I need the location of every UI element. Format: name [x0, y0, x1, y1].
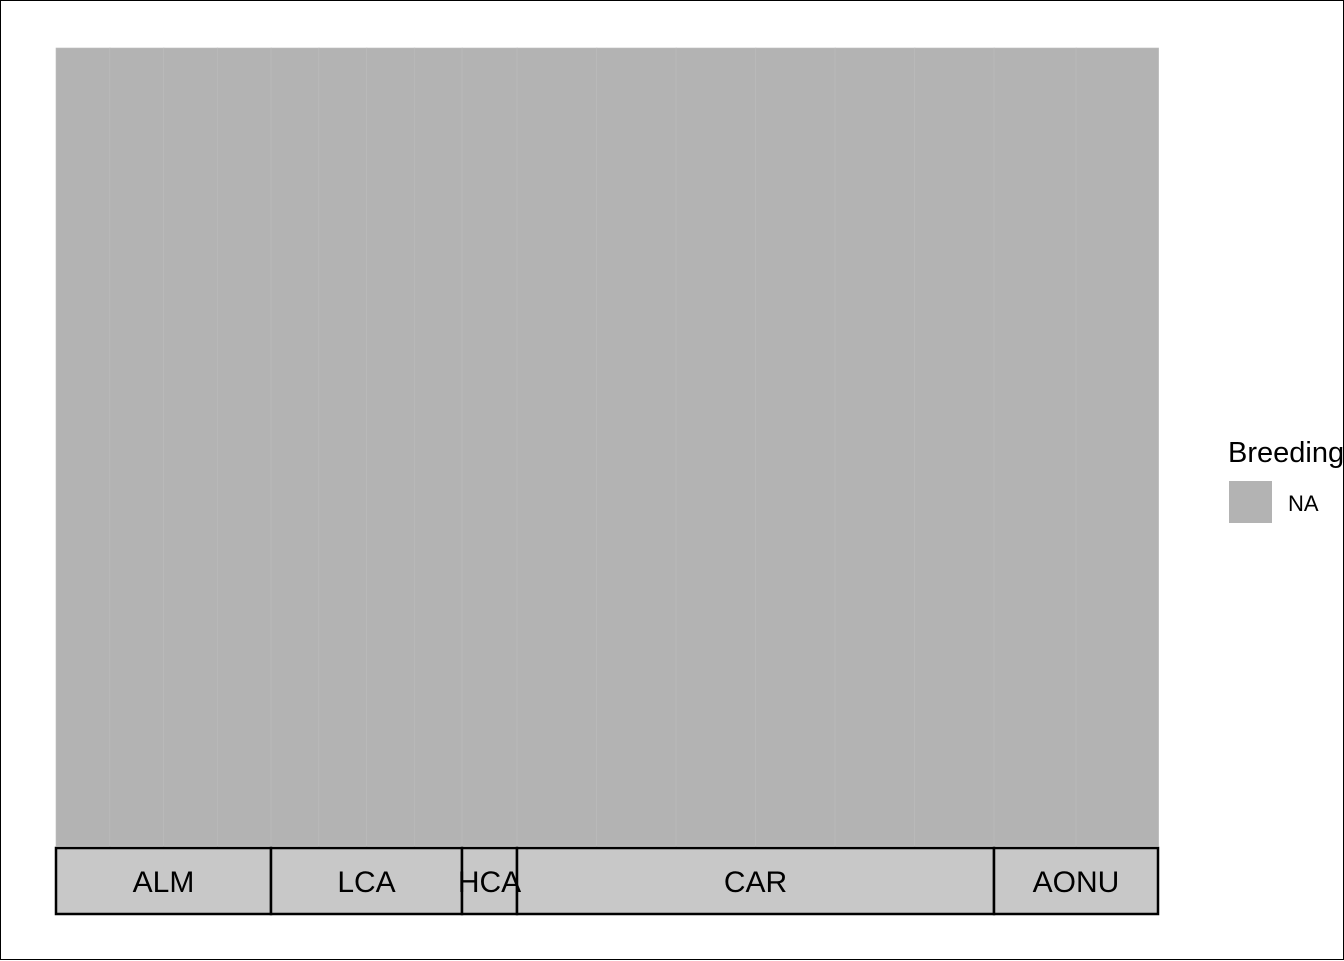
- bar-car-3: [675, 47, 757, 847]
- facet-strips: ALM LCA HCA CAR AONU: [54, 846, 1160, 916]
- bar-car-2: [596, 47, 677, 847]
- facet-strip-lca: [269, 846, 464, 916]
- facet-strip-aonu: [992, 846, 1160, 916]
- bar-lca-4: [413, 47, 463, 847]
- legend: Breeding NA: [1228, 437, 1344, 523]
- facet-label-car: CAR: [724, 866, 787, 899]
- bar-alm-4: [216, 47, 272, 847]
- bar-car-5: [834, 47, 916, 847]
- legend-title: Breeding: [1228, 437, 1344, 469]
- bar-alm-3: [163, 47, 219, 847]
- bar-lca-2: [318, 47, 368, 847]
- bar-car-1: [516, 47, 598, 847]
- bar-alm-2: [109, 47, 165, 847]
- facet-strip-alm: [54, 846, 273, 916]
- facet-strip-hca: [460, 846, 519, 916]
- bar-hca-1: [461, 47, 518, 847]
- bars-layer: [55, 47, 1159, 847]
- legend-label-na: NA: [1288, 491, 1319, 516]
- bar-car-4: [755, 47, 836, 847]
- bar-lca-1: [270, 47, 320, 847]
- facet-label-hca: HCA: [458, 866, 521, 899]
- bar-lca-3: [366, 47, 416, 847]
- facet-label-aonu: AONU: [1033, 866, 1120, 899]
- bar-alm-1: [55, 47, 111, 847]
- facet-label-alm: ALM: [133, 866, 195, 899]
- bar-aonu-2: [1075, 47, 1159, 847]
- bar-car-6: [914, 47, 995, 847]
- bar-aonu-1: [993, 47, 1077, 847]
- legend-key-na: [1229, 481, 1272, 523]
- facet-label-lca: LCA: [337, 866, 395, 899]
